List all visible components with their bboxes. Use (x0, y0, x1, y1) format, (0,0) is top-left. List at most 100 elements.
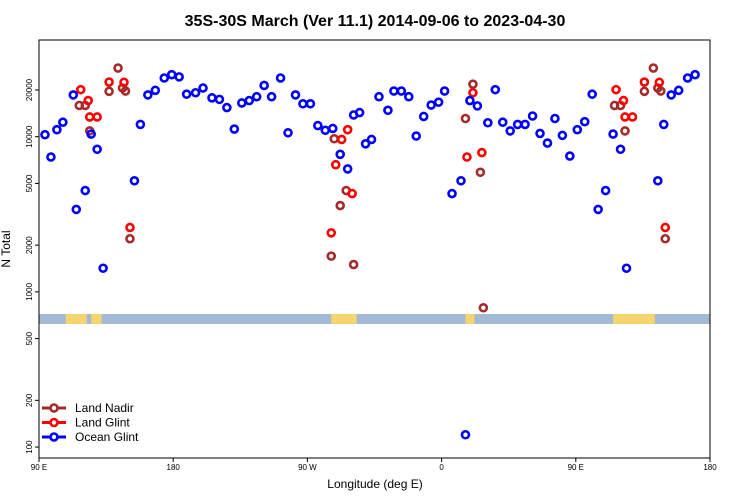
land-nadir-point (648, 63, 659, 73)
ocean-glint-point (129, 175, 140, 186)
ocean-glint-point (68, 90, 79, 100)
land-glint-point (347, 188, 357, 199)
ocean-glint-point (360, 139, 371, 149)
ocean-glint-point (92, 144, 102, 155)
legend-marker (49, 403, 59, 413)
ocean-glint-point (411, 131, 422, 141)
ocean-glint-point (658, 119, 669, 130)
land-glint-point (92, 112, 102, 122)
ocean-glint-point (71, 204, 82, 215)
land-glint-point (654, 77, 665, 88)
ocean-glint-point (52, 124, 62, 135)
ocean-glint-point (572, 124, 583, 135)
ocean-glint-point (86, 129, 96, 139)
legend-label: Ocean Glint (75, 430, 139, 444)
y-tick-label: 200 (25, 393, 34, 407)
ocean-glint-point (40, 129, 50, 140)
ocean-glint-point (456, 175, 466, 186)
ocean-glint-point (259, 80, 269, 91)
y-tick-label: 2000 (25, 236, 34, 254)
ocean-glint-point (275, 73, 286, 83)
ocean-glint-point (305, 98, 316, 109)
ocean-glint-point (608, 129, 618, 139)
ocean-band (39, 314, 710, 324)
legend-label: Land Nadir (75, 401, 134, 415)
y-tick-label: 1000 (25, 282, 34, 300)
land-nadir-point (329, 133, 340, 144)
land-nadir-point (104, 86, 114, 97)
land-glint-point (119, 77, 129, 88)
land-glint-point (83, 95, 94, 106)
ocean-glint-point (527, 111, 538, 121)
ocean-glint-point (298, 98, 308, 109)
y-tick-label: 20000 (25, 78, 34, 101)
land-glint-point (342, 124, 353, 135)
ocean-glint-point (557, 130, 568, 141)
ocean-glint-point (426, 100, 436, 110)
ocean-glint-point (666, 90, 677, 100)
ocean-glint-point (653, 175, 663, 186)
ocean-glint-point (682, 73, 693, 83)
ocean-glint-point (550, 113, 560, 124)
land-glint-point (611, 84, 621, 95)
ocean-glint-point (520, 119, 530, 130)
y-tick-label: 5000 (25, 174, 34, 192)
y-axis-label: N Total (0, 230, 13, 267)
ocean-glint-point (579, 116, 590, 127)
land-band (613, 314, 655, 324)
ocean-glint-point (244, 95, 255, 106)
land-nadir-point (468, 79, 478, 89)
ocean-glint-point (342, 164, 353, 174)
legend-marker (49, 417, 59, 428)
ocean-glint-point (490, 84, 501, 95)
land-nadir-point (326, 251, 337, 261)
ocean-glint-point (472, 101, 483, 111)
land-glint-point (627, 112, 638, 122)
land-nadir-point (348, 259, 359, 270)
ocean-glint-point (593, 204, 603, 215)
x-tick-label: 0 (439, 463, 444, 472)
ocean-glint-point (327, 123, 338, 134)
surface-band (39, 314, 710, 324)
plot-area (38, 39, 711, 459)
ocean-glint-point (587, 89, 598, 99)
ocean-glint-point (383, 105, 393, 116)
land-nadir-point (120, 86, 131, 96)
land-nadir-point (125, 233, 135, 244)
ocean-glint-point (266, 91, 277, 102)
ocean-glint-point (418, 111, 429, 122)
land-nadir-point (478, 302, 489, 313)
land-glint-point (620, 112, 630, 122)
ocean-glint-point (214, 94, 225, 105)
ocean-glint-point (236, 98, 247, 108)
ocean-glint-point (198, 83, 208, 93)
y-tick-label: 100 (25, 440, 34, 454)
ocean-glint-point (447, 188, 457, 199)
y-tick-label: 500 (25, 331, 34, 345)
ocean-glint-point (313, 120, 323, 131)
y-axis: 100 200 500 1000 2000 5000 10000 20000 (25, 78, 39, 454)
x-tick-label: 90 W (298, 463, 317, 472)
ocean-glint-point (460, 429, 471, 440)
land-glint-point (330, 159, 341, 170)
ocean-glint-point (690, 69, 700, 80)
land-glint-point (336, 134, 347, 145)
ocean-glint-point (222, 102, 232, 113)
ocean-glint-point (497, 117, 508, 128)
ocean-glint-point (166, 69, 177, 80)
land-band (465, 314, 475, 324)
ocean-glint-point (46, 152, 56, 162)
land-glint-point (462, 152, 472, 162)
ocean-glint-point (483, 117, 493, 128)
land-nadir-point (620, 126, 630, 136)
land-glint-point (75, 84, 86, 95)
ocean-glint-point (98, 263, 108, 274)
land-nadir-point (660, 233, 671, 244)
legend-label: Land Glint (75, 416, 130, 430)
data-points (40, 63, 700, 440)
land-glint-point (104, 77, 114, 87)
ocean-glint-point (439, 86, 450, 96)
ocean-glint-point (366, 134, 377, 145)
